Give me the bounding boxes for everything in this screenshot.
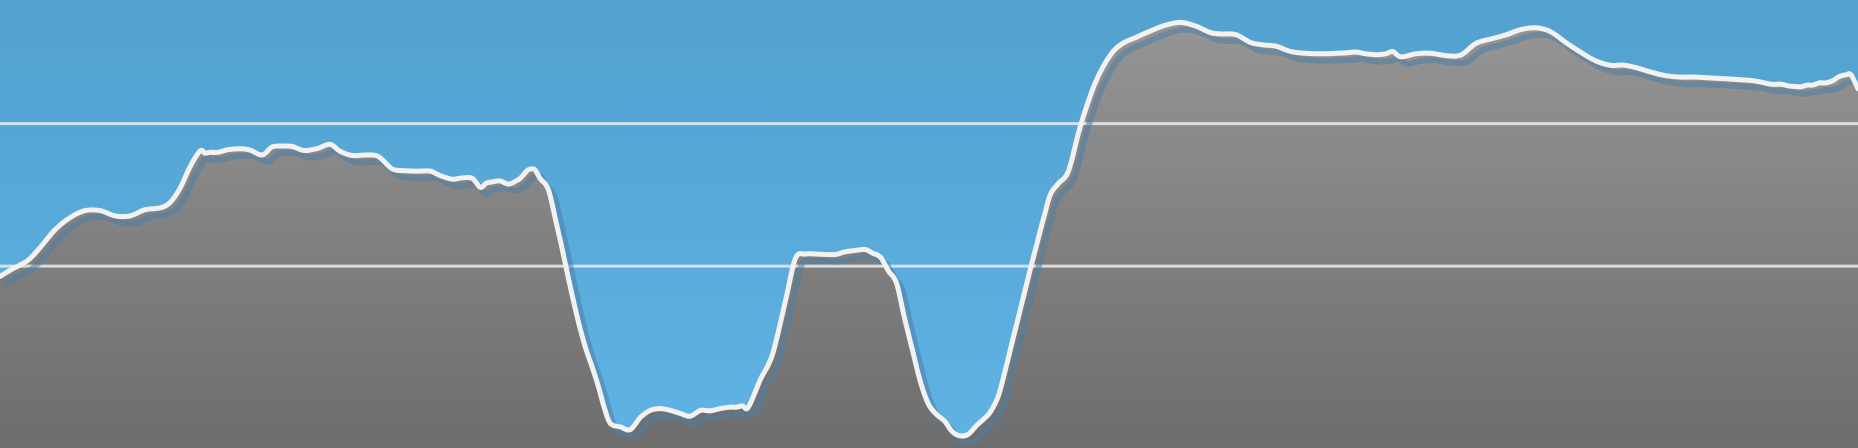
series-area-fill <box>0 22 1858 448</box>
series-line <box>0 19 1858 439</box>
gridlines <box>0 122 1858 268</box>
series-line-shadow <box>3 26 1858 447</box>
